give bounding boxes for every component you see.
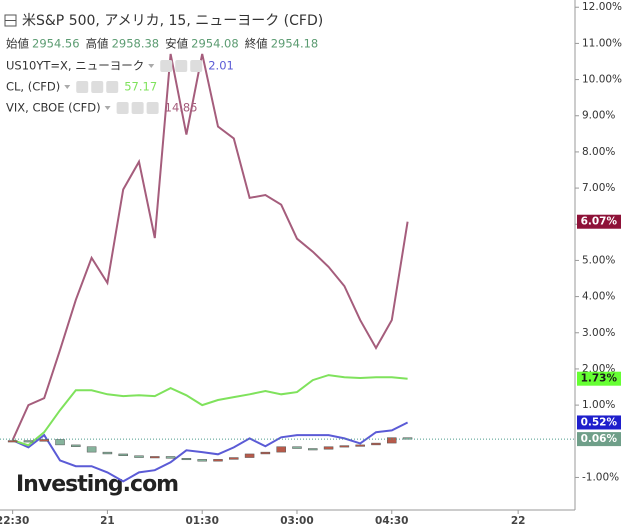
ohlc-value: 2954.18 <box>271 37 319 51</box>
legend-value: 2.01 <box>208 59 234 73</box>
y-tick-label: 7.00% <box>582 182 615 194</box>
candle <box>118 453 128 456</box>
y-tick-label: 8.00% <box>582 146 615 158</box>
y-tick-label: -1.00% <box>582 471 619 483</box>
ohlc-label: 始値 <box>6 37 29 51</box>
ohlc-label: 安値 <box>165 37 188 51</box>
legend-icon[interactable] <box>116 102 129 114</box>
ohlc-label: 高値 <box>86 37 109 51</box>
candle <box>150 456 160 459</box>
ohlc-label: 終値 <box>245 37 268 51</box>
y-tick-label: 10.00% <box>582 74 622 86</box>
candle <box>7 440 18 443</box>
watermark: Investing.com <box>16 472 178 497</box>
x-tick-label: 04:30 <box>375 515 408 527</box>
chart-title: 米S&P 500, アメリカ, 15, ニューヨーク (CFD) <box>22 13 323 29</box>
x-tick-label: 21 <box>100 515 115 527</box>
candle <box>260 451 271 455</box>
legend-icon[interactable] <box>175 60 188 72</box>
series-line <box>12 374 408 447</box>
end-label-box <box>577 432 621 447</box>
y-tick-label: 3.00% <box>582 327 615 339</box>
candle <box>371 442 381 446</box>
y-tick-label: 1.00% <box>582 399 615 411</box>
legend-icon[interactable] <box>131 102 144 114</box>
candle <box>55 439 65 446</box>
legend-name: US10YT=X, ニューヨーク <box>6 59 144 73</box>
y-tick-label: 12.00% <box>582 1 622 13</box>
end-label: 1.73% <box>581 373 618 385</box>
x-tick-label: 03:00 <box>280 515 313 527</box>
ohlc-value: 2954.08 <box>191 37 239 51</box>
end-label: 0.52% <box>581 416 618 428</box>
legend-icon[interactable] <box>146 102 159 114</box>
y-tick-label: 9.00% <box>582 110 615 122</box>
candle <box>134 455 144 458</box>
candle <box>102 451 113 455</box>
candle <box>292 446 302 449</box>
end-label: 6.07% <box>581 216 618 228</box>
candle <box>86 446 97 453</box>
ohlc-value: 2958.38 <box>112 37 160 51</box>
candle <box>355 444 365 447</box>
candle <box>165 456 176 459</box>
candle <box>181 458 192 461</box>
legend-icon[interactable] <box>190 60 203 72</box>
candle <box>213 459 223 462</box>
candle <box>71 444 81 447</box>
legend-dropdown <box>104 106 111 110</box>
end-label: 0.06% <box>581 433 618 445</box>
candle <box>308 448 318 451</box>
legend-icon[interactable] <box>106 81 119 93</box>
series-line <box>12 421 409 483</box>
ohlc-value: 2954.56 <box>32 37 80 51</box>
candle <box>23 440 34 443</box>
candle <box>339 445 350 448</box>
legend-icon[interactable] <box>76 81 89 93</box>
y-tick-label: 11.00% <box>582 37 622 49</box>
legend-name: VIX, CBOE (CFD) <box>6 101 101 115</box>
candle <box>323 446 334 450</box>
legend-icon[interactable] <box>160 60 173 72</box>
legend-dropdown <box>64 85 71 89</box>
legend-value: 57.17 <box>124 80 157 94</box>
series-line <box>11 53 409 441</box>
candle <box>197 459 207 462</box>
candle <box>244 453 255 458</box>
candle <box>276 446 286 453</box>
candle <box>229 457 239 460</box>
y-tick-label: 4.00% <box>582 291 615 303</box>
end-label-box <box>577 371 621 386</box>
legend-name: CL, (CFD) <box>6 80 60 94</box>
candle <box>39 439 49 442</box>
y-tick-label: 5.00% <box>582 254 615 266</box>
end-label-box <box>577 214 621 229</box>
x-tick-label: 22:30 <box>0 515 29 527</box>
legend-value: 14.85 <box>165 101 198 115</box>
legend-icon[interactable] <box>91 81 104 93</box>
end-label-box <box>577 415 621 430</box>
legend-dropdown <box>148 64 155 68</box>
candle <box>402 437 413 440</box>
x-tick-label: 22 <box>511 515 526 527</box>
x-tick-label: 01:30 <box>185 515 218 527</box>
candle <box>387 437 397 444</box>
